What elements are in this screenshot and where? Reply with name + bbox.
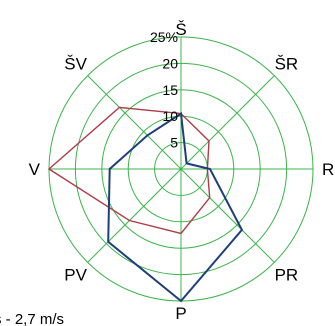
series-line-1 (47, 106, 211, 235)
series-line-0 (107, 111, 244, 303)
direction-label-2: R (322, 160, 334, 179)
series-layer (47, 106, 244, 303)
grid-spoke-7 (87, 75, 182, 170)
radial-tick-labels: 5 10 15 20 25% (150, 29, 178, 151)
grid-spoke-5 (87, 168, 182, 263)
direction-label-0: Š (175, 20, 186, 39)
direction-label-1: ŠR (275, 55, 299, 74)
grid-spoke-3 (180, 168, 275, 263)
direction-label-3: PR (275, 265, 299, 284)
direction-label-6: V (29, 160, 41, 179)
direction-label-5: PV (64, 265, 87, 284)
radial-tick-1: 5 (170, 135, 178, 151)
radial-tick-2: 10 (162, 108, 178, 124)
direction-label-7: ŠV (64, 55, 87, 74)
legend-speed-label: s - 2,7 m/s (0, 311, 64, 326)
grid-spoke-1 (180, 75, 275, 170)
radial-tick-3: 15 (162, 82, 178, 98)
direction-label-4: P (175, 304, 186, 323)
radial-tick-4: 20 (162, 55, 178, 71)
radial-tick-5: 25% (150, 29, 178, 45)
radial-grid (48, 36, 314, 302)
direction-labels: Š ŠR R PR P PV V ŠV (29, 20, 335, 323)
